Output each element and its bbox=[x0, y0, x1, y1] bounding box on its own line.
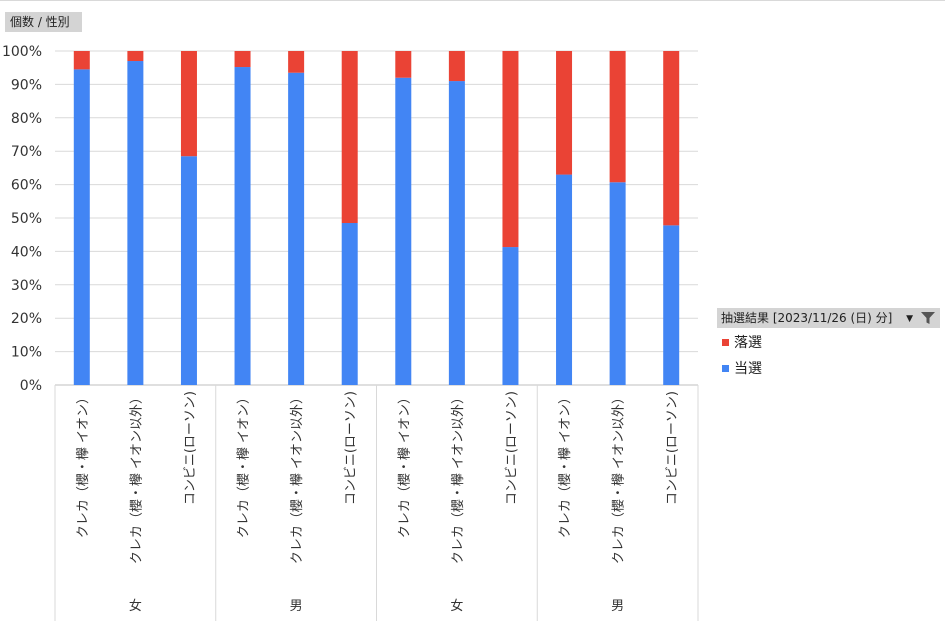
bar-win[interactable] bbox=[663, 225, 680, 385]
bar-win[interactable] bbox=[234, 67, 251, 386]
top-border bbox=[0, 0, 945, 1]
x-category-label: コンビニ(ローソン) bbox=[665, 391, 680, 505]
bar-lose[interactable] bbox=[502, 51, 519, 248]
bar-win[interactable] bbox=[502, 247, 519, 385]
legend-filter-label: 抽選結果 [2023/11/26 (日) 分] bbox=[721, 311, 893, 325]
x-category-label: コンビニ(ローソン) bbox=[504, 391, 519, 505]
legend-item-lose[interactable]: 落選 bbox=[722, 335, 762, 351]
x-category-label: クレカ（櫻・欅 イオン） bbox=[237, 391, 252, 538]
bar-win[interactable] bbox=[288, 72, 305, 386]
x-category-label: クレカ（櫻・欅 イオン以外） bbox=[612, 391, 627, 564]
legend-item-win[interactable]: 当選 bbox=[722, 361, 762, 377]
dropdown-arrow-icon[interactable]: ▼ bbox=[906, 314, 913, 324]
x-category-label: クレカ（櫻・欅 イオン） bbox=[76, 391, 91, 538]
x-category-label: クレカ（櫻・欅 イオン以外） bbox=[451, 391, 466, 564]
x-category-label: コンビニ(ローソン) bbox=[344, 391, 359, 505]
bar-win[interactable] bbox=[448, 81, 465, 385]
bar-lose[interactable] bbox=[663, 51, 680, 226]
y-tick-label: 50% bbox=[11, 211, 42, 227]
y-tick-label: 80% bbox=[11, 111, 42, 127]
filter-funnel-icon[interactable] bbox=[920, 311, 936, 325]
bar-win[interactable] bbox=[180, 156, 197, 385]
x-category-label: クレカ（櫻・欅 イオン） bbox=[397, 391, 412, 538]
x-category-label: クレカ（櫻・欅 イオン以外） bbox=[290, 391, 305, 564]
y-tick-label: 40% bbox=[11, 244, 42, 260]
y-tick-label: 10% bbox=[11, 345, 42, 361]
x-group-label: 男 bbox=[290, 599, 303, 614]
bar-lose[interactable] bbox=[609, 51, 626, 183]
x-category-label: コンビニ(ローソン) bbox=[183, 391, 198, 505]
values-field-button[interactable]: 個数 / 性別 bbox=[5, 12, 82, 32]
x-category-label: クレカ（櫻・欅 イオン） bbox=[558, 391, 573, 538]
bar-win[interactable] bbox=[127, 61, 144, 386]
y-tick-label: 100% bbox=[2, 44, 42, 60]
bar-lose[interactable] bbox=[73, 51, 90, 70]
x-group-label: 男 bbox=[611, 599, 624, 614]
bar-lose[interactable] bbox=[288, 51, 305, 73]
y-tick-label: 90% bbox=[11, 77, 42, 93]
bar-lose[interactable] bbox=[341, 51, 358, 224]
bar-win[interactable] bbox=[395, 77, 412, 385]
legend-swatch-win bbox=[722, 364, 729, 372]
bar-lose[interactable] bbox=[556, 51, 573, 175]
bar-lose[interactable] bbox=[234, 51, 251, 68]
x-group-label: 女 bbox=[450, 598, 463, 614]
bar-lose[interactable] bbox=[127, 51, 144, 62]
bar-win[interactable] bbox=[609, 182, 626, 385]
bar-lose[interactable] bbox=[395, 51, 412, 78]
y-tick-label: 30% bbox=[11, 278, 42, 294]
legend-filter-button[interactable]: 抽選結果 [2023/11/26 (日) 分] ▼ bbox=[717, 308, 940, 328]
y-tick-label: 20% bbox=[11, 311, 42, 327]
x-group-label: 女 bbox=[129, 598, 142, 614]
legend-label-lose: 落選 bbox=[734, 335, 762, 351]
legend-label-win: 当選 bbox=[734, 361, 762, 377]
x-category-label: クレカ（櫻・欅 イオン以外） bbox=[129, 391, 144, 564]
legend-swatch-lose bbox=[722, 338, 729, 346]
bar-win[interactable] bbox=[341, 223, 358, 385]
bar-win[interactable] bbox=[556, 174, 573, 385]
y-tick-label: 70% bbox=[11, 144, 42, 160]
y-tick-label: 60% bbox=[11, 178, 42, 194]
bar-lose[interactable] bbox=[180, 51, 197, 157]
bar-win[interactable] bbox=[73, 69, 90, 386]
bar-lose[interactable] bbox=[448, 51, 465, 82]
y-tick-label: 0% bbox=[20, 378, 42, 394]
